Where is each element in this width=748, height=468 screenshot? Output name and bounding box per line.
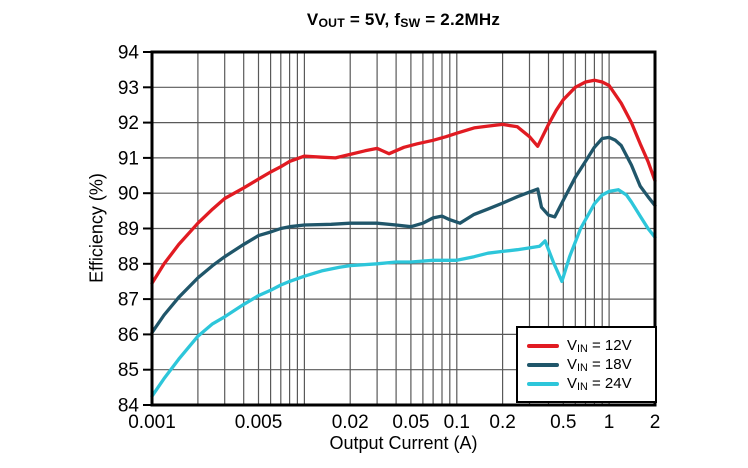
subscript: IN xyxy=(577,380,588,393)
x-tick-label: 0.1 xyxy=(444,412,470,433)
legend: VIN = 12V VIN = 18V VIN = 24V xyxy=(516,326,657,403)
y-tick-labels: 84 85 86 87 88 89 90 91 92 93 94 xyxy=(118,43,152,417)
x-axis-title: Output Current (A) xyxy=(329,433,478,453)
y-tick-label: 93 xyxy=(118,78,139,99)
y-tick-label: 90 xyxy=(118,184,139,205)
legend-swatch-line xyxy=(527,362,559,367)
x-tick-label: 0.005 xyxy=(235,412,283,433)
y-tick-label: 87 xyxy=(118,290,139,311)
y-tick-label: 89 xyxy=(118,219,139,240)
x-tick-labels: 0.001 0.005 0.02 0.05 0.1 0.2 0.5 1 2 xyxy=(128,412,660,433)
x-tick-label: 1 xyxy=(604,412,615,433)
x-tick-label: 0.5 xyxy=(550,412,576,433)
y-tick-label: 92 xyxy=(118,113,139,134)
subscript: SW xyxy=(400,16,421,31)
legend-swatch-line xyxy=(527,381,559,386)
legend-item: VIN = 12V xyxy=(527,336,655,355)
legend-label: VIN = 18V xyxy=(567,356,632,374)
y-axis-title: Efficiency (%) xyxy=(86,173,107,283)
subscript: IN xyxy=(577,342,588,355)
legend-item: VIN = 24V xyxy=(527,374,655,393)
y-tick-label: 91 xyxy=(118,148,139,169)
y-tick-label: 88 xyxy=(118,254,139,275)
y-tick-label: 86 xyxy=(118,325,139,346)
legend-label: VIN = 24V xyxy=(567,375,632,393)
series-line-vin-24v xyxy=(150,188,657,398)
y-tick-label: 85 xyxy=(118,360,139,381)
x-tick-label: 0.02 xyxy=(332,412,369,433)
legend-item: VIN = 18V xyxy=(527,355,655,374)
x-tick-label: 0.05 xyxy=(392,412,429,433)
subscript: IN xyxy=(577,361,588,374)
chart-title: VOUT = 5V, fSW = 2.2MHz xyxy=(306,10,501,31)
subscript: OUT xyxy=(318,16,345,31)
series-line-vin-18v xyxy=(150,135,657,335)
x-tick-label: 2 xyxy=(650,412,661,433)
x-tick-label: 0.2 xyxy=(489,412,515,433)
legend-label: VIN = 12V xyxy=(567,337,632,355)
x-tick-label: 0.001 xyxy=(128,412,176,433)
legend-swatch-line xyxy=(527,343,559,348)
y-tick-label: 94 xyxy=(118,43,140,64)
y-tick-label: 84 xyxy=(118,396,140,417)
series-line-vin-12v xyxy=(150,78,657,285)
